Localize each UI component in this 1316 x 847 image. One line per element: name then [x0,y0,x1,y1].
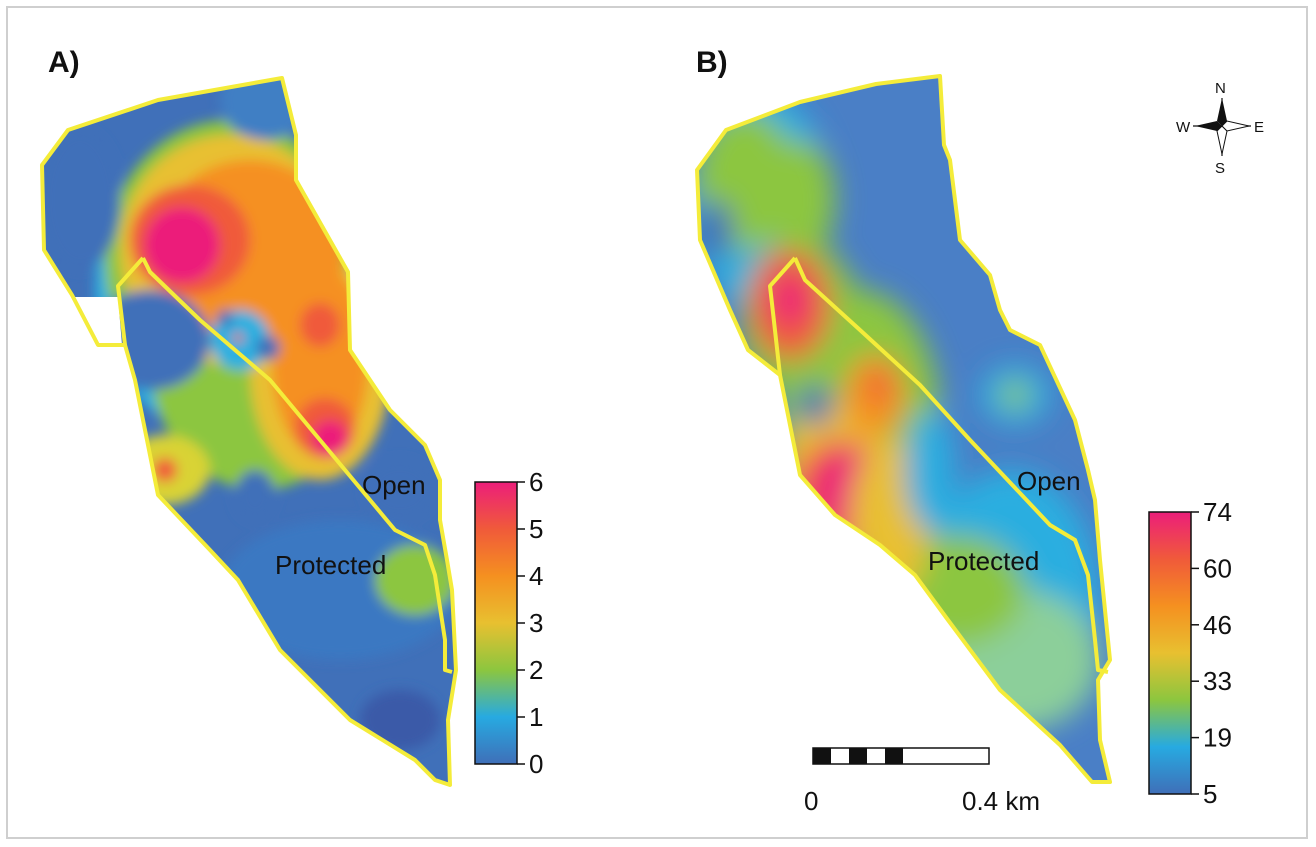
scale-bar-end-label: 0.4 km [962,786,1040,816]
panel-a-map [42,78,456,785]
compass-n-label: N [1215,80,1226,97]
scale-bar-segment-3 [885,748,903,764]
compass-rose-icon: N S E W [1176,80,1264,177]
panel-a-zone-divider [141,257,453,674]
panel-b-map [697,76,1110,782]
panel-b-label: B) [696,46,728,79]
panel-b: B) [695,46,1264,816]
compass-s-label: S [1215,160,1225,177]
compass-e-label: E [1254,119,1264,136]
compass-w-label: W [1176,119,1191,136]
panel-a-boundary [40,76,458,787]
panel-b-value-fields [697,90,1100,730]
colorbar-tick-label: 0 [529,749,543,779]
panel-a-colorbar-ticks: 6 5 4 3 2 1 0 [517,467,543,779]
colorbar-tick-label: 6 [529,467,543,497]
colorbar-tick-label: 5 [529,514,543,544]
panel-b-zone-divider [793,257,1109,674]
panel-b-protected-label: Protected [928,546,1039,576]
panel-b-zone-divider-west [768,256,797,376]
colorbar-tick-label: 33 [1203,666,1232,696]
colorbar-tick-label: 46 [1203,610,1232,640]
panel-a-nodata-patch [75,297,122,345]
panel-b-colorbar-ticks: 74 60 46 33 19 5 [1191,497,1232,809]
panel-a-colorbar [474,481,518,765]
panel-b-open-label: Open [1017,466,1081,496]
colorbar-tick-label: 19 [1203,723,1232,753]
panel-a-value-fields [42,78,456,750]
scale-bar-segment-2 [849,748,867,764]
colorbar-tick-label: 2 [529,655,543,685]
panel-b-boundary [695,74,1112,784]
colorbar-tick-label: 1 [529,702,543,732]
scale-bar-start-label: 0 [804,786,818,816]
colorbar-tick-label: 4 [529,561,543,591]
panel-a-protected-label: Protected [275,550,386,580]
scale-bar: 0 0.4 km [804,747,1040,816]
scale-bar-segment-1 [813,748,831,764]
panel-b-colorbar [1148,511,1192,795]
colorbar-tick-label: 5 [1203,779,1217,809]
panel-a-open-label: Open [362,470,426,500]
panel-a-label: A) [48,46,80,79]
colorbar-tick-label: 3 [529,608,543,638]
panel-a: A) [40,46,543,787]
colorbar-tick-label: 60 [1203,553,1232,583]
panel-a-zone-divider-west [116,256,145,346]
colorbar-tick-label: 74 [1203,497,1232,527]
